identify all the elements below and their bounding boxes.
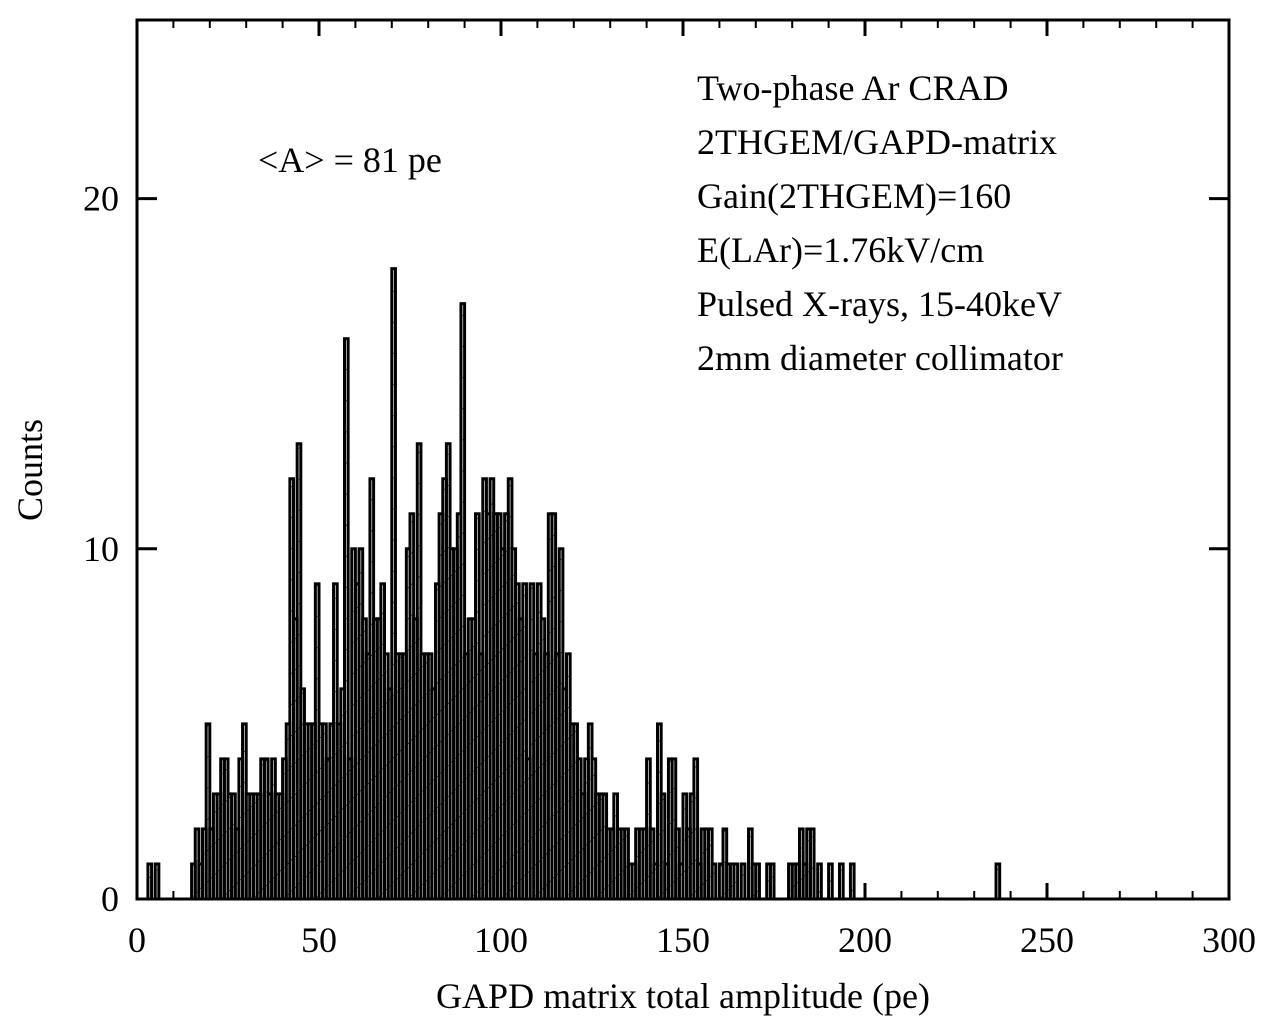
mean-annotation: <A> = 81 pe [258,140,442,180]
info-line: 2mm diameter collimator [697,338,1063,378]
y-axis-label: Counts [10,419,50,521]
x-tick-label: 250 [1020,920,1074,960]
info-line: 2THGEM/GAPD-matrix [697,122,1057,162]
x-tick-label: 150 [656,920,710,960]
x-axis-label: GAPD matrix total amplitude (pe) [436,976,930,1016]
x-tick-label: 0 [128,920,146,960]
info-line: Pulsed X-rays, 15-40keV [697,284,1062,324]
y-tick-label: 20 [83,179,119,219]
info-line: E(LAr)=1.76kV/cm [697,230,984,270]
histogram-fill [137,268,1266,899]
x-tick-label: 50 [301,920,337,960]
info-line: Gain(2THGEM)=160 [697,176,1011,216]
y-tick-label: 0 [101,879,119,919]
x-tick-label: 300 [1202,920,1256,960]
info-annotation-block: Two-phase Ar CRAD 2THGEM/GAPD-matrix Gain(… [697,68,1063,378]
x-tick-label: 100 [474,920,528,960]
x-tick-label: 200 [838,920,892,960]
info-line: Two-phase Ar CRAD [697,68,1008,108]
y-tick-label: 10 [83,529,119,569]
axes: 0 50 100 150 200 250 300 0 10 20 [83,20,1256,960]
